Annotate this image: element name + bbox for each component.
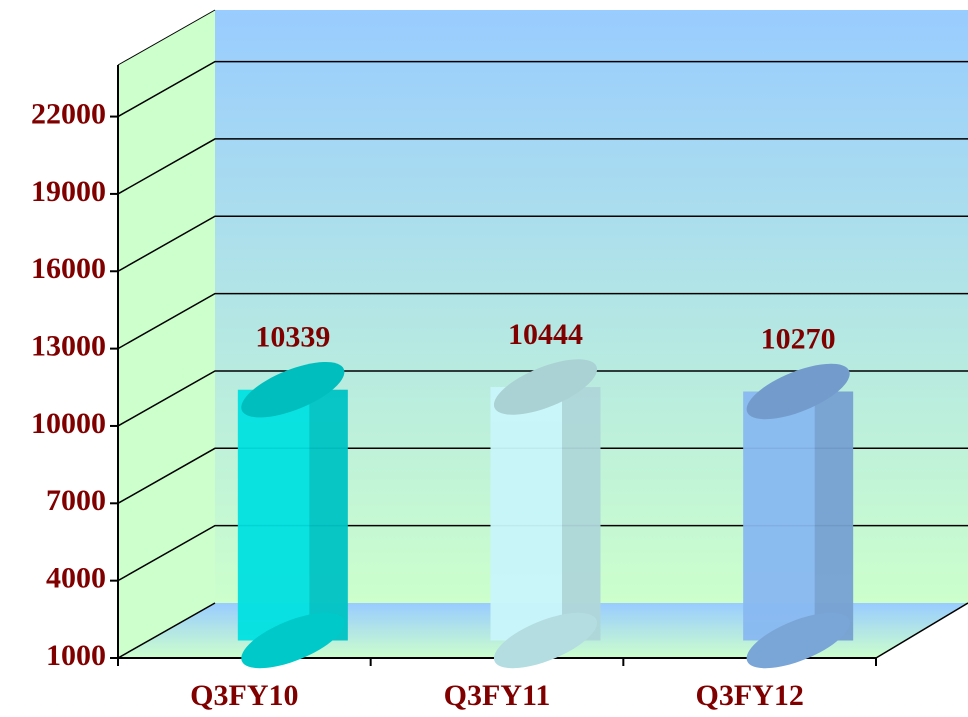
bar-top-shade — [746, 363, 850, 420]
bar-bottom — [241, 612, 345, 669]
bar — [490, 359, 601, 669]
bar — [743, 363, 854, 669]
bar-shade — [562, 387, 601, 641]
y-tick-label: 4000 — [46, 562, 106, 595]
bar-bottom-shade — [241, 612, 345, 669]
data-label: 10270 — [761, 322, 836, 355]
bar-shade — [309, 389, 348, 641]
y-tick-label: 16000 — [31, 252, 106, 285]
data-label: 10444 — [508, 318, 583, 351]
grid-line — [117, 370, 968, 427]
bar-top-shade — [493, 359, 598, 415]
grid-line — [117, 524, 968, 582]
bar-bottom — [493, 612, 598, 669]
y-tick-label: 1000 — [46, 639, 106, 672]
floor-edge — [875, 602, 968, 659]
bar-bottom-shade — [746, 612, 850, 669]
bar — [237, 361, 348, 669]
bar-body — [237, 389, 348, 641]
bar-body — [490, 387, 601, 641]
x-tick-label: Q3FY11 — [444, 679, 551, 712]
grid-line — [117, 138, 968, 195]
y-tick-label: 19000 — [31, 175, 106, 208]
x-tick-label: Q3FY10 — [190, 679, 298, 712]
x-tick-label: Q3FY12 — [696, 679, 804, 712]
wall-edge — [117, 9, 216, 66]
bar-top — [746, 363, 850, 420]
bar-bottom — [746, 612, 850, 669]
data-label: 10339 — [255, 321, 330, 354]
bar-bottom-shade — [493, 612, 598, 669]
y-tick-label: 22000 — [31, 97, 106, 130]
y-tick-label: 7000 — [46, 484, 106, 517]
bar-shade — [814, 391, 854, 641]
y-tick-label: 10000 — [31, 407, 106, 440]
bar-body — [743, 391, 854, 641]
bar-top — [493, 359, 598, 415]
floor-edge — [117, 602, 216, 659]
grid-line — [117, 215, 968, 272]
grid-line — [117, 292, 968, 350]
y-tick-label: 13000 — [31, 329, 106, 362]
grid-line — [117, 447, 968, 504]
grid-line — [117, 60, 968, 118]
side-wall — [118, 10, 215, 658]
bar-top — [241, 361, 345, 418]
bar-top-shade — [241, 361, 345, 418]
